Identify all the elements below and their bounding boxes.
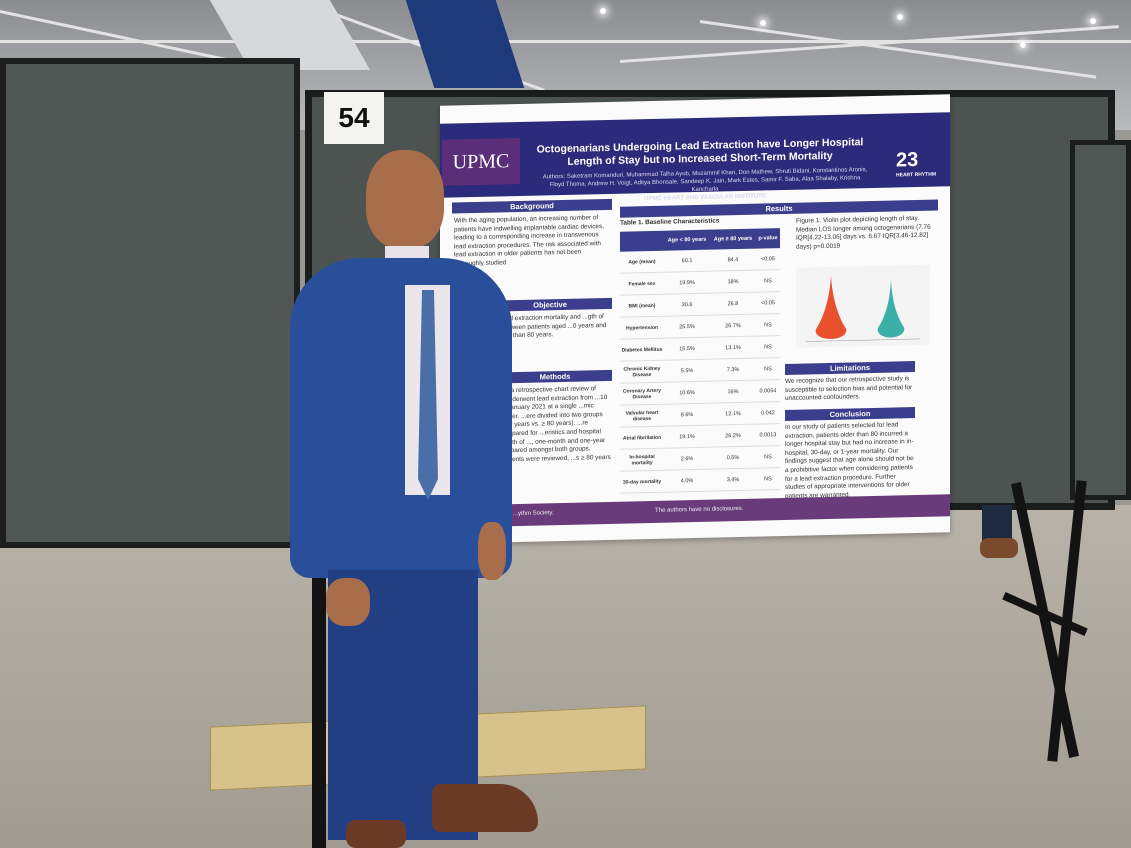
hanging-banner (405, 0, 525, 88)
presenter-hand-right (478, 522, 506, 580)
presenter-hand-left (326, 578, 370, 626)
table-cell: 19.1% (664, 425, 711, 449)
table-cell: 18% (710, 270, 756, 294)
table-cell: NS (755, 467, 780, 491)
table-cell: 84.4 (710, 248, 756, 272)
table-cell: <0.05 (755, 248, 780, 271)
table-cell: NS (755, 445, 780, 469)
table-cell: In-hospital mortality (620, 448, 664, 472)
presenter-jacket (290, 258, 512, 578)
table-cell: 0.5% (710, 446, 756, 470)
background-text: With the aging population, an increasing… (454, 214, 604, 268)
table-header-cell (620, 230, 664, 252)
table-cell: 3.4% (710, 468, 756, 492)
table-cell: 16% (710, 380, 756, 404)
table-header-cell: Age ≥ 80 years (710, 228, 756, 250)
violin-under-80 (815, 274, 847, 339)
logo-text: UPMC (452, 149, 510, 173)
x-axis-line (806, 338, 920, 342)
heart-rhythm-badge: 23 HEART RHYTHM (896, 149, 936, 179)
poster-header: UPMC Octogenarians Undergoing Lead Extra… (440, 112, 950, 202)
footer-left-text: ...ythm Society. (513, 510, 554, 518)
table-cell: 26.7% (710, 314, 756, 338)
table-cell: 25.5% (664, 315, 711, 339)
ceiling-light (897, 14, 903, 20)
ceiling-light (1020, 42, 1026, 48)
table-cell: 0.0013 (755, 423, 780, 447)
figure-caption: Figure 1. Violin plot depicting length o… (796, 214, 931, 251)
table-cell: NS (755, 357, 780, 381)
table-cell: Atrial fibrillation (620, 426, 664, 450)
booth-number-card: 54 (324, 92, 384, 144)
violin-80-plus (877, 279, 905, 338)
ceiling-truss (0, 40, 1131, 43)
presenter-shoe-left (346, 820, 406, 848)
table-caption: Table 1. Baseline Characteristics (620, 217, 720, 227)
bystander-shoe (980, 538, 1018, 558)
ceiling-light (1090, 18, 1096, 24)
upmc-logo: UPMC (442, 137, 520, 186)
table-cell: Coronary Artery Disease (620, 382, 664, 406)
table-cell: 26.2% (710, 424, 756, 448)
table-header-cell: Age < 80 years (664, 229, 711, 251)
table-cell: 19.9% (664, 271, 711, 295)
table-cell: 12.1% (710, 402, 756, 426)
table-cell: 0.042 (755, 401, 780, 425)
table-cell: Diabetes Mellitus (620, 338, 664, 362)
table-cell: 0.0054 (755, 379, 780, 403)
table-cell: 60.1 (664, 249, 711, 273)
table-cell: NS (755, 269, 780, 293)
section-methods: Methods (498, 369, 612, 384)
baseline-characteristics-table: Age < 80 years Age ≥ 80 years p-value Ag… (620, 228, 780, 516)
research-poster: UPMC Octogenarians Undergoing Lead Extra… (440, 94, 950, 544)
table-cell: 30-day mortality (620, 470, 664, 494)
table-cell: Female sex (620, 272, 664, 296)
section-conclusion: Conclusion (785, 407, 915, 421)
table-cell: 13.1% (710, 336, 756, 360)
limitations-text: We recognize that our retrospective stud… (785, 375, 913, 403)
violin-plot-svg (806, 274, 920, 342)
table-cell: BMI (mean) (620, 294, 664, 318)
presenter-tie (418, 290, 438, 500)
poster-board-right (1070, 140, 1131, 500)
violin-plot (796, 264, 930, 348)
table-cell: 8.6% (664, 403, 711, 427)
table-cell: 7.3% (710, 358, 756, 382)
poster-board-left (0, 58, 300, 548)
board-stand-pole (312, 540, 326, 848)
table-cell: Age (mean) (620, 250, 664, 274)
table-cell: Valvular heart disease (620, 404, 664, 428)
bystander-legs (982, 505, 1012, 541)
methods-text: ...d a retrospective chart review of ...… (500, 385, 611, 472)
concrete-floor (0, 505, 1131, 848)
authors-text: Authors: Saketram Komanduri, Muhammad Ta… (542, 167, 868, 194)
table-header-cell: p-value (755, 228, 780, 249)
table-cell: Chronic Kidney Disease (620, 360, 664, 384)
section-background: Background (452, 198, 612, 214)
table-cell: 26.8 (710, 292, 756, 316)
ceiling-light (600, 8, 606, 14)
footer-disclosure-text: The authors have no disclosures. (655, 505, 744, 514)
poster-footer: ...ythm Society. The authors have no dis… (505, 494, 950, 527)
table-cell: NS (755, 313, 780, 337)
badge-label: HEART RHYTHM (896, 171, 936, 179)
table-body: Age (mean) 60.1 84.4 <0.05 Female sex 19.9% 18… (620, 248, 780, 516)
table-cell: 15.5% (664, 337, 711, 361)
poster-title: Octogenarians Undergoing Lead Extraction… (536, 136, 864, 168)
badge-number: 23 (896, 148, 919, 172)
presenter-shoe-right (432, 784, 538, 832)
conclusion-text: In our study of patients selected for le… (785, 421, 914, 500)
table-cell: 4.0% (664, 469, 711, 493)
table-cell: 5.5% (664, 359, 711, 383)
table-cell: <0.05 (755, 291, 780, 315)
section-limitations: Limitations (785, 361, 915, 375)
table-cell: 10.6% (664, 381, 711, 405)
ceiling-light (760, 20, 766, 26)
table-cell: 30.6 (664, 293, 711, 317)
table-cell: 2.6% (664, 447, 711, 471)
table-cell: Hypertension (620, 316, 664, 340)
presenter-head (366, 150, 444, 248)
table-cell: NS (755, 335, 780, 359)
